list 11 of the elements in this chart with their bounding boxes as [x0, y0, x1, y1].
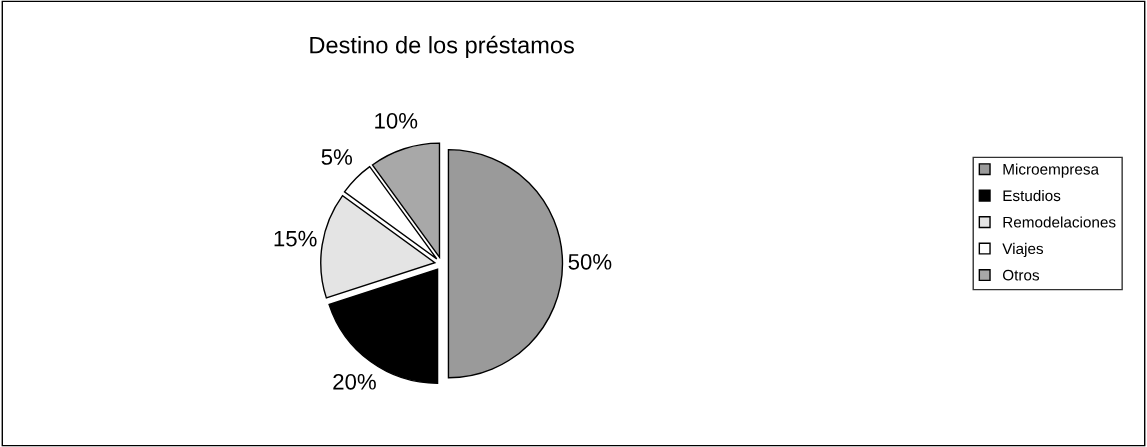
legend-label: Estudios [1003, 189, 1061, 202]
legend-label: Otros [1002, 269, 1040, 281]
data-label: 20% [333, 373, 376, 390]
data-label: 50% [568, 253, 612, 270]
legend-label: Microempresa [1003, 163, 1100, 178]
data-label: 15% [274, 230, 317, 247]
legend-label: Remodelaciones [1003, 216, 1116, 228]
data-label: 5% [321, 149, 353, 165]
chart-title: Destino de los préstamos [310, 35, 574, 59]
legend-label: Viajes [1002, 242, 1044, 258]
data-label: 10% [375, 112, 418, 129]
